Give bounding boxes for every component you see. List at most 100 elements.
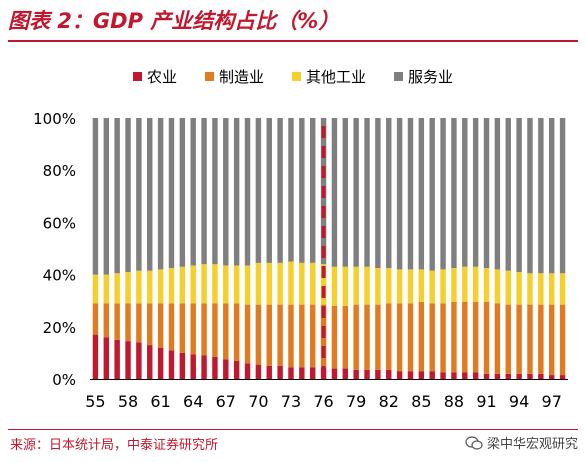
- y-tick-label: 20%: [43, 319, 76, 337]
- bar-segment-3: [364, 118, 370, 267]
- bar-segment-3: [407, 118, 414, 270]
- bar-segment-2: [494, 269, 501, 304]
- bar-segment-3: [179, 118, 186, 267]
- bar-segment-1: [353, 304, 359, 370]
- bar-segment-3: [396, 118, 403, 270]
- x-tick-label: 88: [444, 392, 464, 411]
- bar-segment-2: [157, 269, 164, 304]
- bar-segment-2: [299, 262, 305, 305]
- x-tick-label: 58: [118, 392, 138, 411]
- bar-segment-2: [342, 266, 349, 306]
- bar-segment-1: [168, 303, 175, 351]
- chart-legend: 农业 制造业 其他工业 服务业: [0, 66, 586, 86]
- x-tick-label: 73: [281, 392, 301, 411]
- bar-segment-0: [375, 369, 381, 379]
- bar-segment-0: [331, 368, 338, 379]
- bar-segment-1: [125, 303, 131, 342]
- bar-segment-2: [483, 268, 490, 302]
- bar-segment-3: [472, 118, 479, 267]
- bar-segment-1: [451, 302, 457, 373]
- bar-segment-1: [309, 304, 316, 368]
- bar-segment-3: [342, 118, 349, 267]
- bar-segment-0: [266, 365, 272, 379]
- bar-segment-1: [147, 303, 153, 346]
- watermark-text: 梁中华宏观研究: [486, 437, 578, 452]
- bar-segment-2: [386, 268, 392, 304]
- bar-segment-2: [168, 268, 175, 304]
- legend-swatch-manufacturing: [204, 71, 214, 81]
- bar-segment-1: [190, 303, 196, 355]
- bar-segment-3: [266, 118, 272, 263]
- bar-segment-3: [288, 118, 294, 262]
- x-tick-label: 76: [313, 392, 333, 411]
- legend-swatch-agriculture: [132, 71, 142, 81]
- x-tick-label: 64: [183, 392, 203, 411]
- bar-segment-1: [114, 303, 120, 340]
- bar-segment-2: [364, 266, 370, 305]
- bar-segment-2: [462, 266, 468, 303]
- bar-segment-2: [472, 266, 479, 303]
- bar-segment-0: [462, 372, 468, 379]
- bar-segment-0: [342, 368, 349, 379]
- bar-segment-1: [92, 303, 99, 335]
- legend-label-services: 服务业: [408, 67, 454, 86]
- bar-segment-0: [472, 372, 479, 379]
- bar-segment-3: [157, 118, 164, 270]
- bar-segment-0: [516, 373, 522, 379]
- bar-segment-0: [505, 373, 511, 379]
- x-tick-label: 55: [85, 392, 105, 411]
- bar-segment-0: [179, 352, 186, 379]
- bar-segment-1: [375, 304, 381, 370]
- bar-segment-1: [342, 305, 349, 369]
- bar-segment-3: [559, 118, 566, 274]
- bar-segment-1: [255, 304, 262, 365]
- bar-segment-3: [244, 118, 251, 266]
- watermark: 梁中华宏观研究: [465, 433, 578, 452]
- legend-item-agriculture: 农业: [132, 66, 177, 86]
- y-tick-label: 40%: [43, 267, 76, 285]
- bar-segment-0: [190, 354, 196, 379]
- legend-item-other-industry: 其他工业: [292, 66, 366, 86]
- bar-segment-3: [255, 118, 262, 263]
- bar-segment-0: [559, 375, 566, 379]
- bar-segment-0: [288, 367, 294, 379]
- bar-segment-3: [548, 118, 555, 274]
- bar-segment-3: [125, 118, 131, 272]
- bar-segment-2: [505, 270, 511, 305]
- bar-segment-2: [375, 268, 381, 305]
- bar-segment-3: [190, 118, 196, 266]
- legend-label-agriculture: 农业: [146, 67, 177, 86]
- bar-segment-0: [418, 371, 425, 379]
- bar-segment-3: [451, 118, 457, 269]
- x-tick-label: 85: [411, 392, 431, 411]
- bar-segment-0: [212, 356, 218, 379]
- bar-segment-1: [386, 303, 392, 370]
- bar-segment-2: [244, 265, 251, 305]
- bar-segment-0: [233, 360, 240, 379]
- y-tick-label: 80%: [43, 162, 76, 180]
- bar-segment-1: [494, 303, 501, 374]
- bar-segment-0: [125, 341, 131, 379]
- bar-segment-1: [103, 303, 110, 338]
- bar-segment-1: [538, 304, 544, 374]
- source-note: 来源：日本统计局，中泰证券研究所: [10, 438, 219, 453]
- bar-segment-0: [429, 371, 435, 379]
- legend-label-manufacturing: 制造业: [218, 67, 264, 86]
- bar-segment-0: [527, 373, 533, 379]
- bar-segment-1: [429, 303, 435, 372]
- bar-segment-1: [331, 305, 338, 369]
- bar-segment-1: [136, 303, 142, 343]
- bar-segment-3: [223, 118, 229, 266]
- bar-segment-1: [179, 303, 186, 353]
- bar-segment-2: [309, 262, 316, 305]
- bar-segment-0: [548, 375, 555, 379]
- bar-segment-2: [527, 273, 533, 305]
- bar-segment-0: [386, 369, 392, 379]
- bar-segment-2: [114, 273, 120, 304]
- y-tick-label: 60%: [43, 214, 76, 232]
- bar-segment-1: [212, 303, 218, 357]
- bar-segment-0: [157, 347, 164, 379]
- bar-segment-3: [331, 118, 338, 267]
- bar-segment-1: [277, 304, 283, 366]
